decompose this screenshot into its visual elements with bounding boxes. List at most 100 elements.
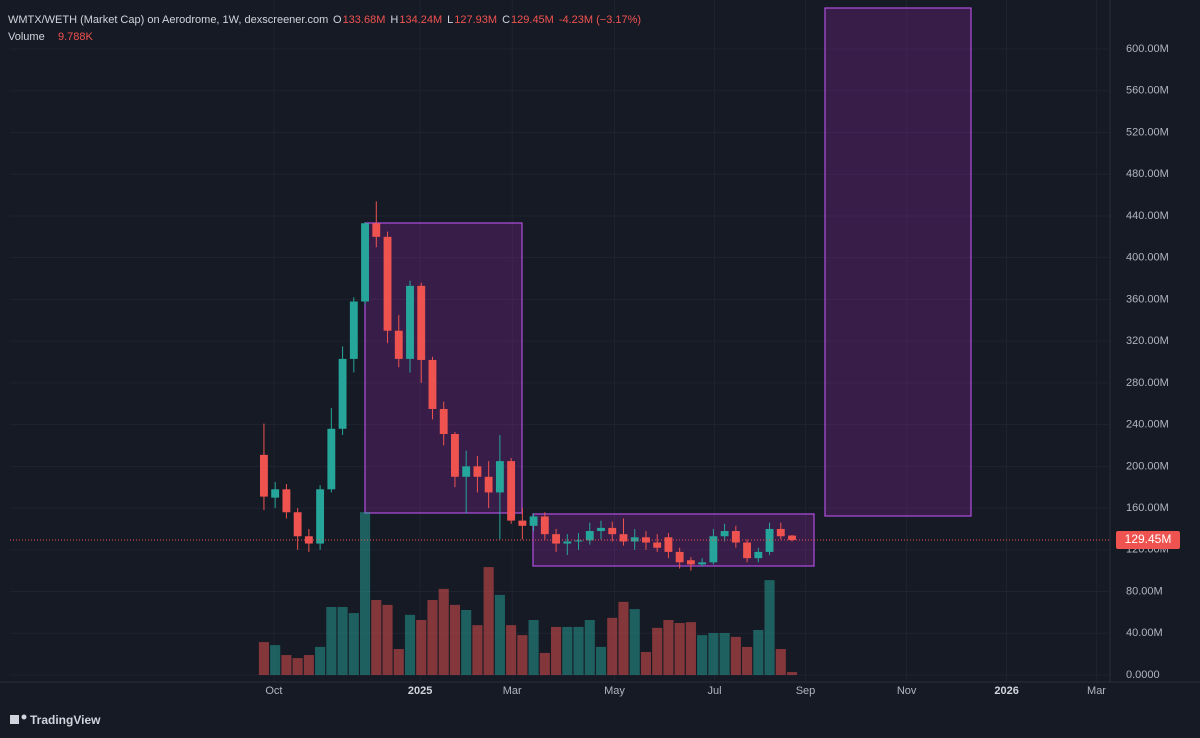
y-tick-label: 40.00M: [1126, 627, 1163, 639]
x-tick-label: Mar: [503, 685, 522, 697]
volume-bar: [685, 622, 696, 676]
candle-body: [675, 551, 684, 563]
candle-body: [664, 537, 673, 552]
volume-bar: [494, 594, 505, 676]
legend-value: 134.24M: [399, 14, 442, 26]
y-tick-label: 400.00M: [1126, 252, 1169, 264]
candle-body: [383, 236, 392, 331]
candle-body: [417, 285, 426, 360]
volume-bar: [640, 652, 652, 676]
volume-bar: [427, 600, 438, 676]
candle-body: [484, 476, 493, 493]
legend-key: O: [333, 14, 342, 26]
candle-body: [608, 527, 617, 535]
y-tick-label: 160.00M: [1126, 502, 1169, 514]
y-tick-label: 240.00M: [1126, 419, 1169, 431]
volume-bar: [618, 601, 629, 676]
y-tick-label: 480.00M: [1126, 168, 1169, 180]
x-tick-label: 2026: [994, 685, 1018, 697]
candle-body: [495, 461, 504, 493]
volume-bar: [438, 588, 449, 676]
candle-body: [507, 461, 516, 521]
candle-body: [574, 540, 583, 542]
volume-bar: [416, 619, 427, 676]
volume-bar: [449, 604, 460, 676]
volume-bar: [551, 626, 562, 676]
candle-body: [349, 301, 358, 359]
candle-body: [260, 454, 268, 497]
volume-bar: [461, 610, 472, 676]
x-tick-label: Mar: [1087, 685, 1106, 697]
price-tag-label: 129.45M: [1125, 532, 1172, 546]
price-tag: [1116, 530, 1180, 549]
candle-body: [552, 534, 560, 544]
x-tick-label: May: [604, 685, 625, 697]
candle-body: [372, 223, 381, 237]
y-tick-label: 280.00M: [1126, 377, 1169, 389]
candle-body: [316, 489, 325, 544]
x-tick-label: Oct: [265, 685, 282, 697]
candle-body: [731, 531, 740, 543]
candle-body: [619, 534, 628, 542]
brand-logo: [10, 715, 19, 724]
volume-bar: [528, 619, 539, 676]
candle-body: [788, 535, 796, 540]
volume-bar: [270, 645, 281, 676]
volume-legend: Volume: [8, 31, 45, 43]
legend-title: WMTX/WETH (Market Cap) on Aerodrome, 1W,…: [8, 14, 328, 26]
candle-body: [439, 408, 448, 435]
candle-body: [720, 531, 729, 537]
candle-body: [338, 358, 347, 429]
candle-body: [529, 516, 538, 526]
legend-value: 129.45M: [511, 14, 554, 26]
volume-bar: [337, 606, 348, 676]
candle-body: [776, 528, 785, 537]
candle-body: [642, 537, 650, 543]
volume-bar: [382, 604, 393, 676]
volume-bar: [595, 646, 607, 676]
candle-body: [473, 466, 482, 477]
candle-body: [585, 531, 594, 541]
marks: [10, 201, 1110, 676]
volume-legend-value: 9.788K: [58, 31, 94, 43]
legend-change: -4.23M (−3.17%): [559, 14, 641, 26]
x-tick-label: Jul: [707, 685, 721, 697]
volume-bar: [348, 613, 359, 676]
volume-bar: [472, 625, 483, 676]
brand-logo: [21, 714, 27, 720]
volume-bar: [775, 649, 786, 676]
candle-body: [406, 285, 414, 359]
candle-body: [563, 541, 572, 544]
candle-body: [540, 516, 549, 535]
x-tick-label: Sep: [796, 685, 816, 697]
legend-key: L: [447, 14, 453, 26]
candle-body: [630, 537, 639, 542]
volume-bar: [281, 655, 292, 676]
candle-body: [451, 434, 459, 477]
volume-bar: [539, 652, 550, 676]
volume-bar: [404, 614, 416, 676]
legend-key: H: [390, 14, 398, 26]
volume-bar: [517, 635, 528, 676]
candle-body: [462, 466, 471, 477]
volume-bar: [303, 655, 314, 676]
y-tick-label: 560.00M: [1126, 85, 1169, 97]
volume-bar: [573, 626, 584, 676]
candle-body: [754, 551, 763, 559]
candle-body: [709, 536, 718, 563]
candle-body: [293, 512, 302, 537]
candle-body: [698, 562, 707, 565]
volume-bar: [483, 567, 494, 676]
volume-bar: [258, 642, 269, 676]
drawings: [364, 7, 972, 567]
volume-bar: [697, 635, 708, 676]
legend-value: 127.93M: [454, 14, 497, 26]
volume-bar: [607, 617, 618, 676]
y-tick-label: 80.00M: [1126, 585, 1163, 597]
volume-bar: [753, 629, 764, 676]
candle-body: [743, 542, 752, 559]
y-tick-label: 520.00M: [1126, 126, 1169, 138]
y-tick-label: 200.00M: [1126, 460, 1169, 472]
